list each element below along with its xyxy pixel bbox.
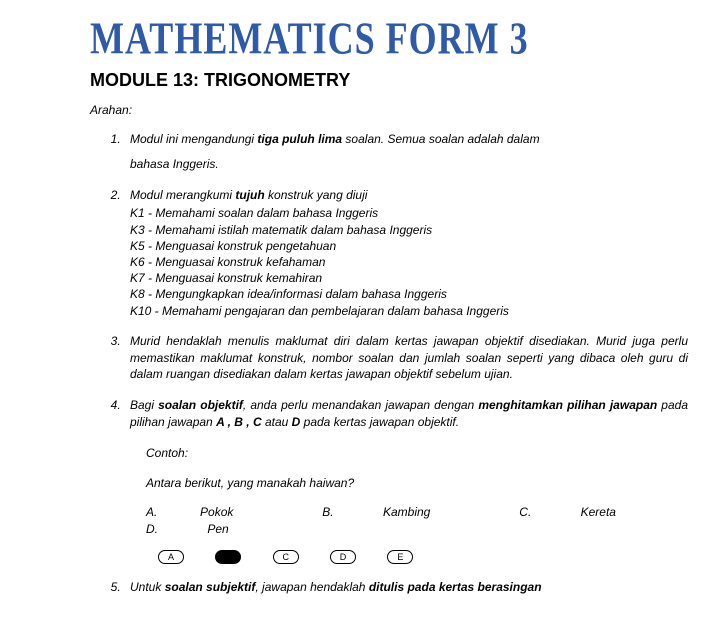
construct-item: K5 - Menguasai konstruk pengetahuan [130, 238, 688, 254]
choice-label: B. [322, 504, 333, 521]
bold-text: soalan objektif [158, 398, 243, 412]
text: bahasa Inggeris. [130, 156, 688, 173]
answer-bubbles: A C D E [158, 548, 688, 565]
bold-text: A , B , C [216, 415, 262, 429]
instructions-label: Arahan: [90, 103, 688, 117]
bubble-e: E [387, 550, 413, 564]
example-label: Contoh: [146, 445, 688, 462]
text: , anda perlu menandakan jawapan dengan [243, 398, 478, 412]
instruction-list: Modul ini mengandungi tiga puluh lima so… [124, 131, 688, 595]
text: Modul ini mengandungi [130, 132, 257, 146]
example-question: Antara berikut, yang manakah haiwan? [146, 475, 688, 492]
construct-item: K10 - Memahami pengajaran dan pembelajar… [130, 303, 688, 319]
bold-text: menghitamkan pilihan jawapan [478, 398, 657, 412]
list-item: Bagi soalan objektif, anda perlu menanda… [124, 397, 688, 565]
bold-text: tujuh [235, 188, 264, 202]
text: Modul merangkumi [130, 188, 235, 202]
construct-list: K1 - Memahami soalan dalam bahasa Ingger… [130, 205, 688, 318]
text: soalan. Semua soalan adalah dalam [342, 132, 539, 146]
list-item: Murid hendaklah menulis maklumat diri da… [124, 333, 688, 383]
module-title: MODULE 13: TRIGONOMETRY [90, 70, 688, 91]
choice-label: C. [519, 504, 531, 521]
construct-item: K6 - Menguasai konstruk kefahaman [130, 254, 688, 270]
example-choices: A. Pokok B. Kambing C. Kereta D. Pen [146, 504, 688, 538]
choice-text: Kambing [383, 504, 430, 521]
construct-item: K8 - Mengungkapkan idea/informasi dalam … [130, 286, 688, 302]
construct-item: K3 - Memahami istilah matematik dalam ba… [130, 222, 688, 238]
construct-item: K7 - Menguasai konstruk kemahiran [130, 270, 688, 286]
text: Bagi [130, 398, 158, 412]
bold-text: soalan subjektif [165, 580, 256, 594]
text: , jawapan hendaklah [255, 580, 368, 594]
bold-text: ditulis pada kertas berasingan [369, 580, 542, 594]
choice-label: D. [146, 521, 158, 538]
bubble-a: A [158, 550, 184, 564]
choice-text: Pen [207, 521, 228, 538]
construct-item: K1 - Memahami soalan dalam bahasa Ingger… [130, 205, 688, 221]
example-block: Contoh: Antara berikut, yang manakah hai… [146, 445, 688, 565]
bubble-c: C [273, 550, 299, 564]
text: Untuk [130, 580, 165, 594]
list-item: Modul ini mengandungi tiga puluh lima so… [124, 131, 688, 173]
choice-text: Kereta [581, 504, 616, 521]
list-item: Modul merangkumi tujuh konstruk yang diu… [124, 187, 688, 319]
text: pada kertas jawapan objektif. [300, 415, 459, 429]
choice-label: A. [146, 504, 157, 521]
text: atau [262, 415, 292, 429]
list-item: Untuk soalan subjektif, jawapan hendakla… [124, 579, 688, 596]
bold-text: tiga puluh lima [257, 132, 342, 146]
text: konstruk yang diuji [265, 188, 368, 202]
page-banner: MATHEMATICS FORM 3 [90, 12, 688, 65]
bubble-d: D [330, 550, 356, 564]
bubble-b-filled [215, 550, 241, 564]
choice-text: Pokok [200, 504, 233, 521]
